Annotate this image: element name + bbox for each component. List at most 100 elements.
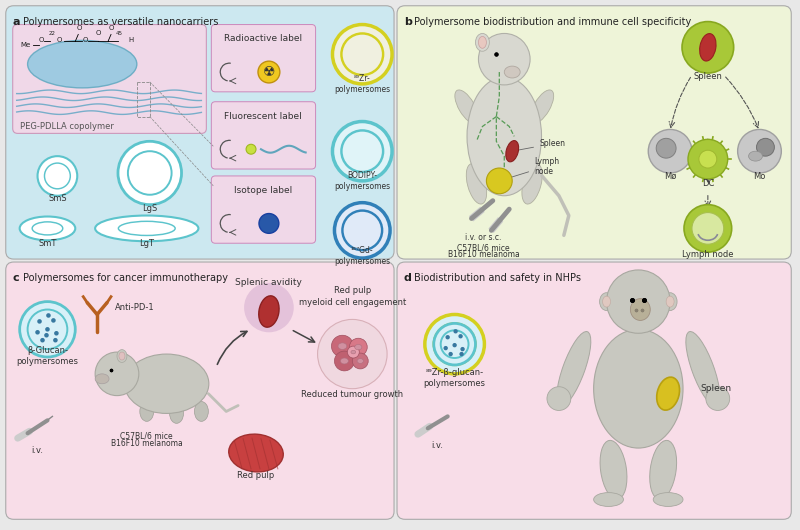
Circle shape (688, 139, 728, 179)
Ellipse shape (466, 164, 486, 204)
Text: DC: DC (702, 179, 714, 188)
Ellipse shape (666, 296, 674, 307)
FancyBboxPatch shape (211, 102, 315, 169)
Circle shape (478, 33, 530, 85)
Ellipse shape (95, 374, 109, 384)
Text: Polymersomes for cancer immunotherapy: Polymersomes for cancer immunotherapy (22, 273, 228, 283)
Ellipse shape (650, 440, 677, 499)
Ellipse shape (194, 402, 208, 421)
FancyBboxPatch shape (13, 24, 206, 134)
Text: SmT: SmT (38, 239, 57, 248)
Circle shape (333, 24, 392, 84)
Circle shape (53, 338, 58, 342)
Circle shape (28, 310, 67, 349)
Ellipse shape (125, 354, 209, 413)
Text: O: O (82, 37, 87, 43)
Ellipse shape (478, 37, 486, 48)
Circle shape (35, 330, 40, 334)
Circle shape (454, 329, 458, 333)
Text: H: H (128, 37, 133, 43)
Circle shape (318, 320, 387, 388)
Ellipse shape (686, 332, 720, 407)
Text: Anti-PD-1: Anti-PD-1 (115, 303, 154, 312)
Circle shape (347, 346, 359, 358)
Text: SmS: SmS (48, 193, 66, 202)
Ellipse shape (20, 217, 75, 240)
Circle shape (425, 314, 485, 374)
Ellipse shape (654, 492, 683, 507)
Circle shape (334, 202, 390, 258)
Circle shape (40, 338, 45, 342)
Ellipse shape (140, 402, 154, 421)
Ellipse shape (504, 66, 520, 78)
Ellipse shape (351, 350, 356, 354)
Circle shape (334, 351, 354, 371)
Ellipse shape (522, 164, 542, 204)
Circle shape (331, 335, 354, 357)
Circle shape (342, 210, 382, 250)
Text: 22: 22 (49, 31, 55, 37)
Ellipse shape (357, 359, 363, 364)
Text: C57BL/6 mice: C57BL/6 mice (121, 431, 173, 440)
Circle shape (486, 168, 512, 194)
Circle shape (20, 302, 75, 357)
Circle shape (692, 213, 724, 244)
Circle shape (342, 33, 383, 75)
Ellipse shape (338, 343, 346, 349)
Ellipse shape (594, 329, 683, 448)
Circle shape (449, 352, 453, 356)
FancyBboxPatch shape (6, 262, 394, 519)
Text: PEG-PDLLA copolymer: PEG-PDLLA copolymer (20, 122, 114, 131)
Ellipse shape (657, 377, 679, 410)
Ellipse shape (28, 40, 137, 88)
Ellipse shape (117, 350, 127, 363)
Circle shape (51, 318, 56, 323)
Circle shape (606, 270, 670, 333)
Circle shape (656, 138, 676, 158)
Text: LgT: LgT (139, 239, 154, 248)
Circle shape (458, 334, 462, 339)
Text: Isotope label: Isotope label (234, 186, 292, 195)
Ellipse shape (229, 434, 283, 472)
Ellipse shape (594, 492, 623, 507)
Circle shape (738, 129, 782, 173)
Ellipse shape (170, 403, 183, 423)
Ellipse shape (602, 296, 610, 307)
Text: Polymersome biodistribution and immune cell specificity: Polymersome biodistribution and immune c… (414, 16, 691, 26)
FancyBboxPatch shape (6, 6, 394, 259)
Circle shape (684, 205, 732, 252)
Circle shape (757, 138, 774, 156)
Circle shape (352, 353, 368, 369)
Circle shape (258, 61, 280, 83)
Text: B16F10 melanoma: B16F10 melanoma (111, 439, 182, 448)
Ellipse shape (341, 358, 348, 364)
Text: Splenic avidity: Splenic avidity (235, 278, 302, 287)
Circle shape (459, 352, 464, 356)
Circle shape (682, 22, 734, 73)
Text: O: O (96, 30, 102, 37)
Text: 45: 45 (116, 31, 123, 37)
Text: Biodistribution and safety in NHPs: Biodistribution and safety in NHPs (414, 273, 581, 283)
Ellipse shape (354, 344, 362, 350)
Ellipse shape (663, 293, 677, 311)
Ellipse shape (258, 296, 279, 327)
Ellipse shape (530, 90, 554, 123)
Circle shape (45, 163, 70, 189)
Text: β-Glucan-
polymersomes: β-Glucan- polymersomes (17, 346, 78, 366)
FancyBboxPatch shape (397, 262, 791, 519)
Circle shape (342, 130, 383, 172)
Circle shape (706, 387, 730, 410)
Circle shape (441, 330, 469, 358)
Text: ☢: ☢ (262, 65, 275, 79)
Text: i.v.: i.v. (432, 441, 444, 450)
Text: Lymph
node: Lymph node (502, 156, 559, 180)
Text: BODIPY-
polymersomes: BODIPY- polymersomes (334, 171, 390, 191)
Circle shape (434, 323, 475, 365)
Ellipse shape (749, 151, 762, 161)
Circle shape (128, 151, 171, 195)
Circle shape (38, 156, 78, 196)
Text: Reduced tumour growth: Reduced tumour growth (302, 390, 403, 399)
Ellipse shape (506, 140, 518, 162)
Text: Spleen: Spleen (694, 72, 722, 81)
Ellipse shape (32, 222, 62, 235)
